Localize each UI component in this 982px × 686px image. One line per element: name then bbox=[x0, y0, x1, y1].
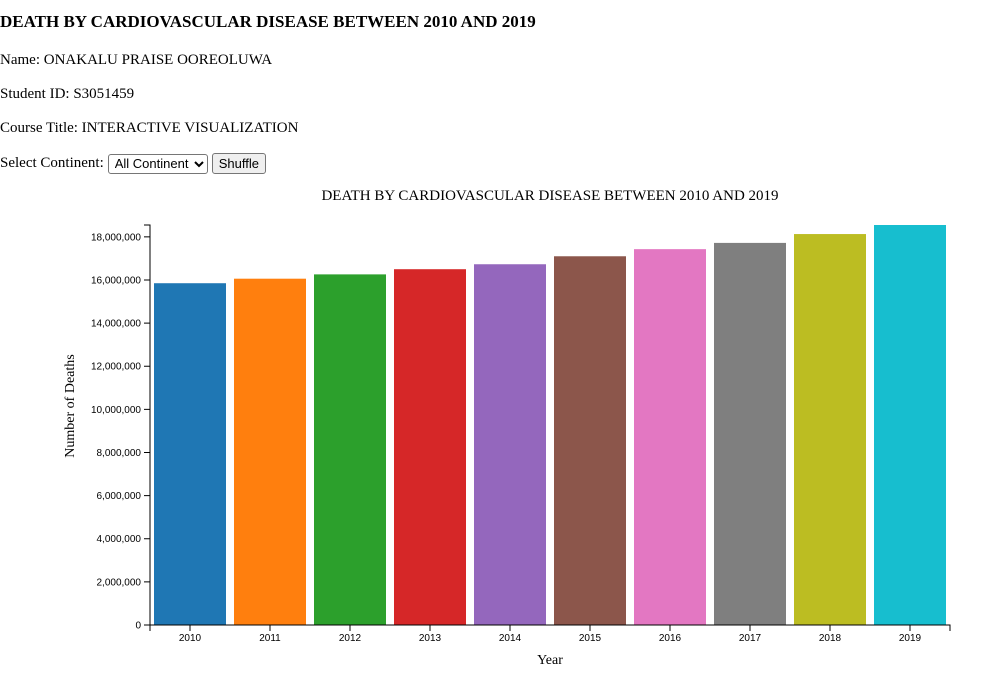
x-tick-label-2014: 2014 bbox=[499, 633, 522, 644]
x-tick-label-2019: 2019 bbox=[899, 633, 922, 644]
bar-2013[interactable] bbox=[394, 269, 466, 625]
x-tick-label-2018: 2018 bbox=[819, 633, 842, 644]
axes-layer: 2010 2011 2012 2013 2014 2015 2016 2017 2018 2019… bbox=[91, 224, 951, 644]
student-name: Name: ONAKALU PRAISE OOREOLUWA bbox=[0, 52, 273, 68]
y-tick-label-2000000: 2,000,000 bbox=[97, 577, 142, 588]
y-tick-label-6000000: 6,000,000 bbox=[97, 491, 142, 502]
bars-layer bbox=[154, 225, 946, 625]
bar-2016[interactable] bbox=[634, 249, 706, 625]
bar-2010[interactable] bbox=[154, 283, 226, 625]
bar-2015[interactable] bbox=[554, 256, 626, 625]
continent-controls: Select Continent: All Continent Shuffle bbox=[0, 153, 266, 174]
x-axis-line bbox=[149, 624, 951, 631]
course-title: Course Title: INTERACTIVE VISUALIZATION bbox=[0, 120, 299, 136]
x-axis-title: Year bbox=[537, 653, 563, 668]
bar-2017[interactable] bbox=[714, 242, 786, 625]
y-tick-label-14000000: 14,000,000 bbox=[91, 319, 141, 330]
bar-2014[interactable] bbox=[474, 264, 546, 625]
bar-2012[interactable] bbox=[314, 274, 386, 625]
x-tick-label-2010: 2010 bbox=[179, 633, 202, 644]
y-tick-label-8000000: 8,000,000 bbox=[97, 448, 142, 459]
x-tick-label-2013: 2013 bbox=[419, 633, 442, 644]
x-tick-label-2012: 2012 bbox=[339, 633, 362, 644]
y-tick-label-0: 0 bbox=[135, 621, 141, 632]
x-tick-label-2017: 2017 bbox=[739, 633, 762, 644]
y-axis-title: Number of Deaths bbox=[63, 354, 78, 457]
page-heading: DEATH BY CARDIOVASCULAR DISEASE BETWEEN … bbox=[0, 12, 536, 31]
bar-2011[interactable] bbox=[234, 278, 306, 625]
x-tick-label-2016: 2016 bbox=[659, 633, 682, 644]
bar-2018[interactable] bbox=[794, 234, 866, 625]
y-tick-label-12000000: 12,000,000 bbox=[91, 362, 141, 373]
y-tick-label-4000000: 4,000,000 bbox=[97, 534, 142, 545]
y-tick-label-18000000: 18,000,000 bbox=[91, 232, 141, 243]
x-tick-label-2011: 2011 bbox=[259, 633, 281, 644]
chart-title: DEATH BY CARDIOVASCULAR DISEASE BETWEEN … bbox=[321, 188, 778, 204]
student-id: Student ID: S3051459 bbox=[0, 86, 135, 102]
y-axis-line bbox=[144, 224, 151, 626]
bar-2019[interactable] bbox=[874, 225, 946, 625]
y-tick-label-16000000: 16,000,000 bbox=[91, 275, 141, 286]
y-tick-label-10000000: 10,000,000 bbox=[91, 405, 141, 416]
x-tick-label-2015: 2015 bbox=[579, 633, 602, 644]
shuffle-button[interactable]: Shuffle bbox=[211, 153, 266, 174]
continent-select[interactable]: All Continent bbox=[107, 153, 208, 174]
select-continent-label: Select Continent: bbox=[0, 155, 104, 171]
